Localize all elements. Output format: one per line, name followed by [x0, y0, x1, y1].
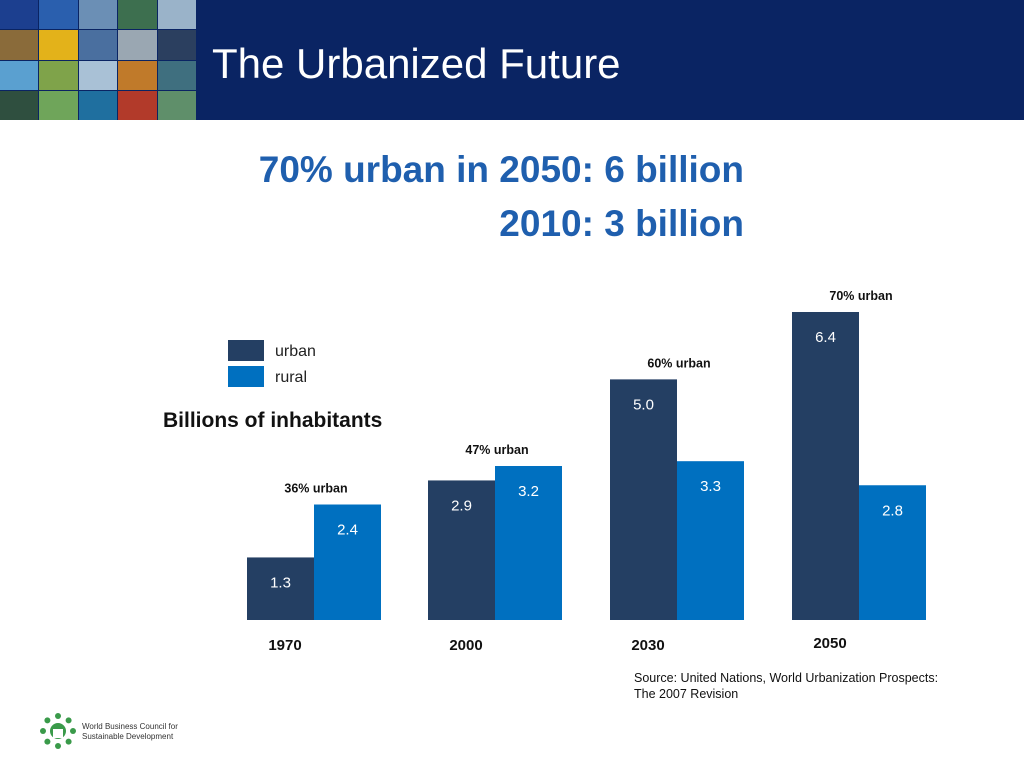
bar-rural-1970: [314, 504, 381, 620]
legend-label-urban: urban: [275, 343, 316, 360]
mosaic-tile: [118, 0, 157, 30]
source-note: Source: United Nations, World Urbanizati…: [634, 670, 974, 702]
bar-urban-2050: [792, 312, 859, 620]
header-banner: The Urbanized Future: [0, 0, 1024, 120]
bar-value-label: 2.4: [337, 522, 358, 539]
mosaic-tile: [78, 60, 118, 90]
x-tick-label: 2000: [449, 637, 482, 654]
legend-label-rural: rural: [275, 369, 308, 386]
bar-rural-2030: [677, 461, 744, 620]
units-label: Billions of inhabitants: [163, 409, 383, 432]
mosaic-tile: [78, 30, 118, 60]
bar-urban-1970: [247, 557, 314, 620]
mosaic-tile: [118, 30, 157, 60]
source-line-1: Source: United Nations, World Urbanizati…: [634, 671, 939, 685]
mosaic-tile: [39, 60, 78, 90]
urban-share-annotation: 47% urban: [465, 443, 528, 457]
bar-value-label: 5.0: [633, 396, 654, 413]
source-line-2: The 2007 Revision: [634, 687, 739, 701]
urban-share-annotation: 60% urban: [647, 356, 710, 370]
bar-urban-2030: [610, 379, 677, 620]
urban-share-annotation: 70% urban: [829, 289, 892, 303]
photo-mosaic: [0, 0, 196, 120]
bar-urban-2000: [428, 480, 495, 620]
legend-swatch-rural: [228, 366, 264, 387]
bar-value-label: 3.3: [700, 478, 721, 495]
mosaic-tile: [78, 0, 118, 30]
urban-share-annotation: 36% urban: [284, 482, 347, 496]
mosaic-tile: [118, 60, 157, 90]
mosaic-tile: [0, 90, 39, 120]
page-title: The Urbanized Future: [212, 40, 621, 87]
x-tick-label: 2050: [813, 635, 846, 652]
bar-value-label: 2.9: [451, 497, 472, 514]
headline-line-2: 2010: 3 billion: [499, 203, 744, 244]
bar-rural-2000: [495, 466, 562, 620]
mosaic-tile: [0, 30, 39, 60]
logo-text-line-1: World Business Council for: [82, 722, 178, 731]
mosaic-tile: [39, 90, 78, 120]
mosaic-tile: [157, 60, 196, 90]
mosaic-tile: [0, 60, 39, 90]
bar-rural-2050: [859, 485, 926, 620]
mosaic-tile: [157, 0, 196, 30]
mosaic-tile: [39, 30, 78, 60]
bar-value-label: 3.2: [518, 483, 539, 500]
mosaic-tile: [157, 30, 196, 60]
mosaic-tile: [118, 90, 157, 120]
logo-text-line-2: Sustainable Development: [82, 732, 174, 741]
logo-text: World Business Council for Sustainable D…: [82, 722, 192, 742]
wbcsd-logo-icon: [40, 713, 76, 749]
mosaic-tile: [78, 90, 118, 120]
mosaic-tile: [0, 0, 39, 30]
x-tick-label: 2030: [631, 637, 664, 654]
mosaic-tile: [39, 0, 78, 30]
bar-value-label: 6.4: [815, 329, 836, 346]
legend-swatch-urban: [228, 340, 264, 361]
mosaic-tile: [157, 90, 196, 120]
bar-value-label: 2.8: [882, 502, 903, 519]
x-tick-label: 1970: [268, 637, 301, 654]
headline-line-1: 70% urban in 2050: 6 billion: [258, 149, 744, 190]
bar-value-label: 1.3: [270, 574, 291, 591]
